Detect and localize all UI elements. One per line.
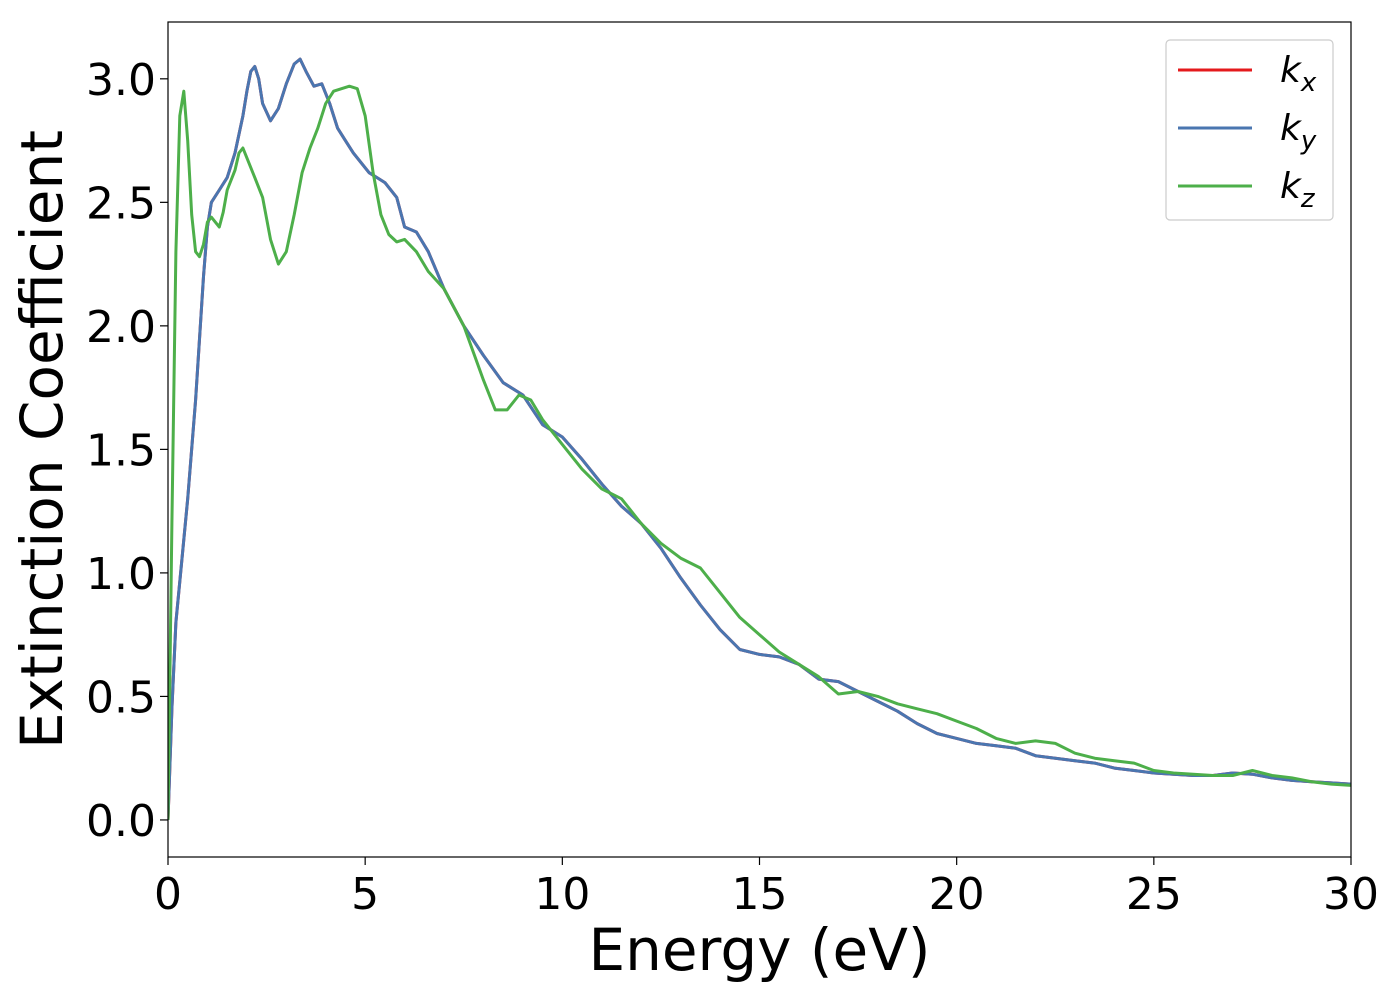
y-tick-label: 0.5 (86, 672, 156, 723)
y-tick-label: 1.5 (86, 425, 156, 476)
y-axis: 0.0 0.5 1.0 1.5 2.0 2.5 3.0 (86, 55, 168, 847)
x-tick-label: 0 (154, 869, 182, 920)
x-tick-label: 5 (351, 869, 379, 920)
x-tick-label: 15 (732, 869, 788, 920)
x-axis: 0 5 10 15 20 25 30 (154, 857, 1379, 920)
y-tick-label: 1.0 (86, 549, 156, 600)
x-axis-label: Energy (eV) (588, 916, 930, 984)
x-tick-label: 10 (534, 869, 590, 920)
series-line-ky (168, 57, 1351, 820)
x-tick-label: 30 (1323, 869, 1379, 920)
legend-label-ky: ky (1280, 108, 1317, 156)
series-layer (168, 57, 1351, 820)
legend-label-kz: kz (1280, 166, 1316, 214)
y-tick-label: 2.5 (86, 178, 156, 229)
series-line-kz (168, 84, 1351, 820)
y-tick-label: 2.0 (86, 302, 156, 353)
legend: kx ky kz (1165, 39, 1334, 221)
y-tick-label: 3.0 (86, 55, 156, 106)
x-tick-label: 25 (1126, 869, 1182, 920)
x-tick-label: 20 (929, 869, 985, 920)
plot-background (168, 22, 1351, 857)
legend-label-kx: kx (1280, 50, 1317, 98)
legend-box (1165, 39, 1334, 221)
y-tick-label: 0.0 (86, 796, 156, 847)
y-axis-label: Extinction Coefficient (8, 130, 76, 749)
